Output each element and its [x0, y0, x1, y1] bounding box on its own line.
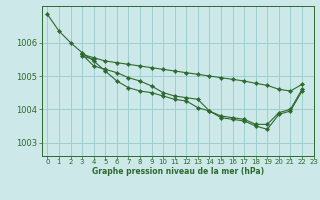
X-axis label: Graphe pression niveau de la mer (hPa): Graphe pression niveau de la mer (hPa): [92, 167, 264, 176]
